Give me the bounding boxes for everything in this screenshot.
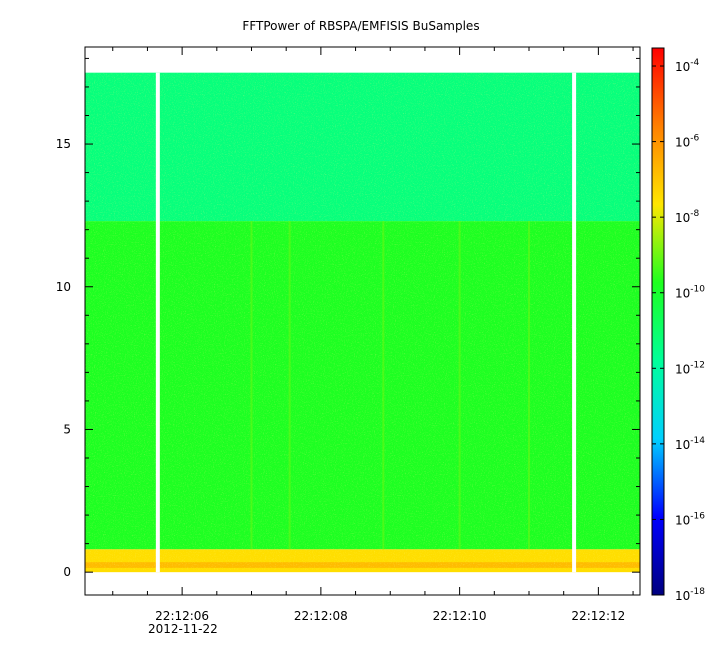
x-tick-label: 22:12:08 (294, 609, 348, 623)
y-axis: 0 5 10 15 (56, 57, 640, 579)
colorbar-tick-label: 10-18 (675, 587, 705, 603)
x-axis: 22:12:06 22:12:08 22:12:10 22:12:12 (112, 47, 634, 623)
x-tick-label: 22:12:06 (155, 609, 209, 623)
colorbar-frame (651, 47, 665, 596)
colorbar-tick-label: 10-12 (675, 360, 705, 376)
chart-title: FFTPower of RBSPA/EMFISIS BuSamples (242, 19, 479, 33)
x-tick-label: 22:12:10 (433, 609, 487, 623)
colorbar-tick-label: 10-8 (675, 209, 700, 225)
colorbar-tick-label: 10-10 (675, 285, 705, 301)
x-date-label: 2012-11-22 (148, 622, 218, 636)
y-tick-label: 15 (56, 137, 71, 151)
colorbar-tick-label: 10-14 (675, 436, 705, 452)
colorbar-tick-label: 10-16 (675, 511, 705, 527)
colorbar-gradient (652, 48, 664, 595)
vertical-streak (288, 221, 291, 550)
plot-frame (84, 46, 641, 596)
plot-area (85, 72, 640, 573)
y-tick-label: 10 (56, 280, 71, 294)
colorbar-tick-label: 10-6 (675, 134, 700, 150)
vertical-streaks (250, 221, 530, 550)
y-tick-label: 5 (63, 422, 71, 436)
data-gap (155, 72, 160, 573)
colorbar-ticks: 10-4 10-6 10-8 10-10 10-12 10-14 10-16 10-18 (652, 58, 705, 603)
vertical-streak (458, 221, 461, 550)
y-tick-label: 0 (63, 565, 71, 579)
x-tick-label: 22:12:12 (571, 609, 625, 623)
vertical-streak (382, 221, 385, 550)
data-gap (572, 72, 577, 573)
colorbar-tick-label: 10-4 (675, 58, 700, 74)
vertical-streak (528, 221, 530, 550)
vertical-streak (250, 221, 253, 550)
noise-texture (85, 73, 640, 570)
data-gaps (155, 72, 577, 573)
colorbar: 10-4 10-6 10-8 10-10 10-12 10-14 10-16 10-18 (651, 47, 705, 603)
